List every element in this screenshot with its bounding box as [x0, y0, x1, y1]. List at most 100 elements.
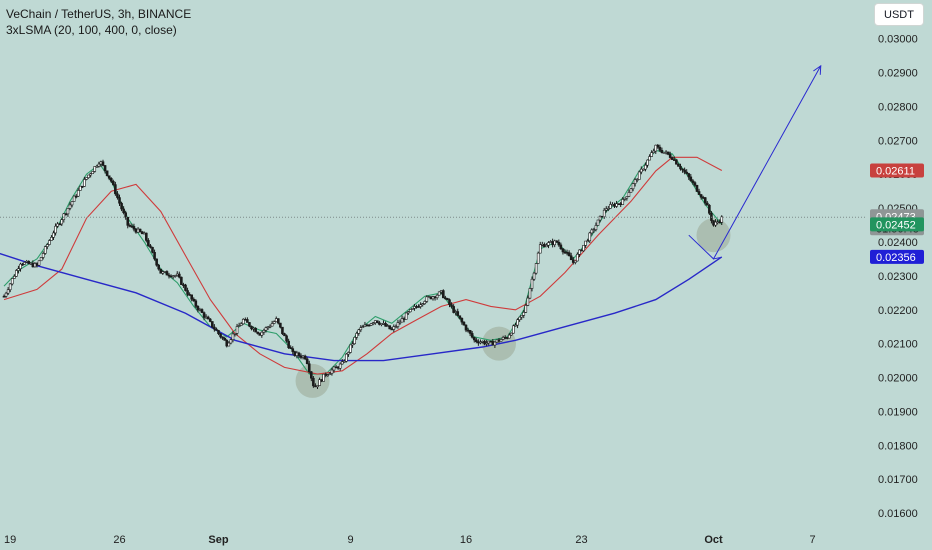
- candle-body: [178, 273, 181, 278]
- candle-body: [50, 237, 53, 241]
- candle-body: [582, 245, 585, 252]
- candle-body: [105, 170, 109, 177]
- candle-body: [363, 324, 367, 327]
- candle-body: [347, 352, 350, 355]
- candle-body: [250, 325, 253, 330]
- candle-body: [299, 355, 303, 358]
- candle-body: [239, 323, 243, 326]
- candle-body: [266, 326, 270, 329]
- candle-body: [681, 168, 684, 171]
- candle-body: [229, 339, 233, 344]
- candle-body: [145, 232, 148, 241]
- candle-body: [541, 244, 544, 246]
- candle-body: [708, 204, 711, 214]
- candle-body: [590, 229, 594, 234]
- candle-body: [433, 296, 437, 299]
- candle-body: [481, 341, 484, 343]
- candle-body: [167, 274, 171, 277]
- candle-body: [213, 326, 216, 330]
- candle-body: [305, 358, 309, 365]
- candle-body: [303, 355, 307, 360]
- currency-button[interactable]: USDT: [874, 3, 924, 26]
- candle-body: [219, 333, 222, 338]
- candle-body: [340, 361, 344, 365]
- candle-body: [165, 271, 169, 276]
- candle-body: [718, 221, 721, 224]
- candle-body: [483, 341, 486, 345]
- candle-body: [439, 290, 443, 293]
- candle-body: [99, 161, 103, 165]
- candle-body: [46, 244, 49, 247]
- candle-body: [477, 341, 480, 344]
- arrowhead: [813, 64, 822, 75]
- candle-body: [182, 284, 185, 286]
- candle-body: [297, 352, 301, 357]
- candle-body: [398, 321, 402, 324]
- candle-body: [604, 208, 608, 211]
- candle-body: [371, 322, 375, 325]
- candle-body: [326, 374, 330, 376]
- candle-body: [338, 363, 342, 369]
- candle-body: [301, 355, 305, 358]
- candle-body: [336, 366, 340, 369]
- candle-body: [508, 334, 511, 339]
- indicator-title[interactable]: 3xLSMA (20, 100, 400, 0, close): [6, 23, 177, 37]
- symbol-title[interactable]: VeChain / TetherUS, 3h, BINANCE: [6, 7, 192, 21]
- candle-body: [464, 324, 468, 331]
- projection-foot: [713, 256, 722, 260]
- candle-body: [468, 330, 472, 334]
- candle-body: [118, 197, 121, 204]
- candle-body: [475, 339, 478, 342]
- y-tick-label: 0.02300: [878, 271, 918, 283]
- candle-body: [437, 291, 441, 296]
- candle-body: [571, 259, 575, 263]
- candle-body: [532, 272, 536, 280]
- candle-body: [501, 337, 505, 340]
- candle-body: [594, 225, 598, 230]
- candle-body: [520, 314, 523, 318]
- candle-body: [260, 331, 264, 336]
- candle-body: [270, 323, 274, 327]
- candle-body: [402, 318, 406, 320]
- candle-body: [526, 297, 530, 306]
- candle-body: [611, 204, 614, 206]
- candle-body: [503, 337, 507, 339]
- candle-body: [200, 309, 204, 313]
- candle-body: [518, 316, 521, 321]
- candle-body: [485, 342, 488, 345]
- candle-body: [87, 174, 90, 178]
- y-tick-label: 0.02000: [878, 373, 918, 385]
- candle-body: [359, 327, 363, 331]
- chart-legend: VeChain / TetherUS, 3h, BINANCE 3xLSMA (…: [6, 6, 191, 38]
- candle-body: [190, 294, 193, 300]
- candle-body: [221, 336, 224, 339]
- candle-body: [103, 165, 107, 172]
- candle-body: [138, 228, 142, 233]
- time-axis[interactable]: 19 26 Sep 9 16 23 Oct 7: [4, 534, 816, 546]
- candle-body: [516, 319, 519, 326]
- candle-body: [567, 252, 571, 257]
- candle-body: [446, 298, 449, 301]
- candle-body: [365, 324, 369, 327]
- candle-body: [683, 169, 686, 173]
- candle-body: [677, 163, 680, 167]
- candle-body: [334, 366, 338, 369]
- candle-body: [295, 352, 299, 356]
- candle-body: [281, 326, 284, 334]
- candle-body: [524, 305, 528, 313]
- price-axis[interactable]: 0.030000.029000.028000.027000.026000.025…: [878, 34, 918, 520]
- candle-body: [171, 275, 175, 278]
- candle-body: [619, 203, 622, 205]
- candle-body: [159, 268, 163, 274]
- candle-body: [442, 290, 445, 299]
- candle-body: [530, 278, 534, 289]
- y-tick-label: 0.02900: [878, 68, 918, 80]
- candle-body: [120, 202, 123, 210]
- candle-body: [716, 221, 719, 224]
- candle-body: [345, 353, 348, 362]
- projection-arrow[interactable]: [688, 64, 822, 260]
- candle-body: [252, 327, 255, 330]
- candle-body: [184, 284, 187, 291]
- candle-body: [248, 322, 251, 327]
